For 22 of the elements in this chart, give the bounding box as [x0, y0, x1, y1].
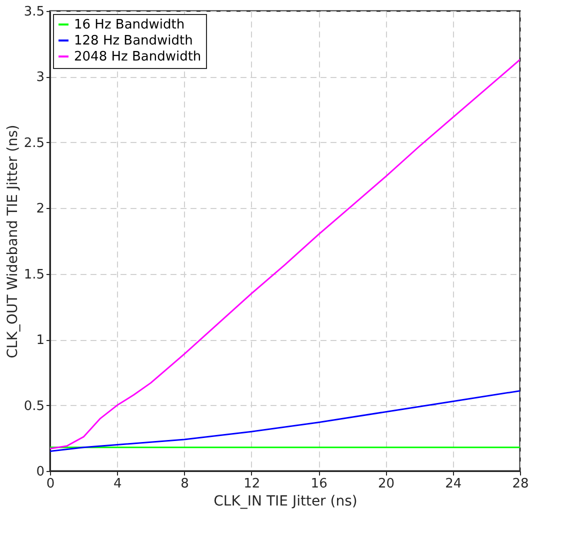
x-tick-label: 16: [310, 476, 328, 492]
legend-label: 16 Hz Bandwidth: [74, 18, 185, 32]
x-tick-label: 28: [512, 476, 529, 492]
y-axis-title: CLK_OUT Wideband TIE Jitter (ns): [4, 124, 21, 358]
x-axis-title: CLK_IN TIE Jitter (ns): [214, 494, 358, 510]
y-tick-label: 3.5: [24, 4, 44, 20]
y-tick-label: 3: [36, 70, 44, 86]
x-tick-label: 4: [114, 476, 122, 492]
x-tick-label: 20: [378, 476, 394, 492]
y-tick-label: 1.5: [24, 267, 44, 282]
legend-label: 2048 Hz Bandwidth: [74, 50, 202, 64]
y-tick-label: 2: [36, 202, 44, 217]
y-tick-label: 0.5: [24, 398, 44, 414]
y-tick-label: 0: [36, 464, 44, 480]
x-tick-label: 0: [46, 476, 55, 492]
x-tick-label: 24: [445, 476, 462, 492]
x-tick-label: 12: [244, 476, 260, 492]
y-tick-label: 1: [36, 333, 44, 348]
x-tick-label: 8: [180, 476, 189, 492]
legend-label: 128 Hz Bandwidth: [74, 34, 193, 48]
line-series: [50, 390, 520, 452]
y-tick-label: 2.5: [24, 136, 44, 151]
